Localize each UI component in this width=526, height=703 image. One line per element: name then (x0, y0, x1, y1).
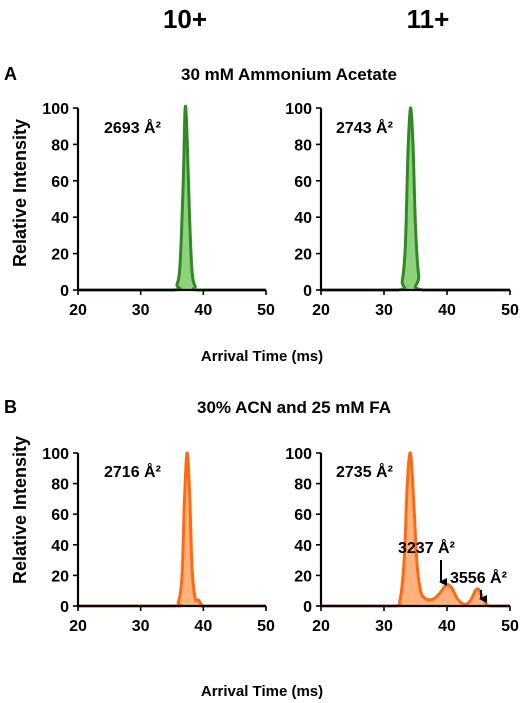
y-axis-label-b: Relative Intensity (10, 436, 30, 584)
y-tick-label: 20 (51, 568, 69, 585)
x-axis-label-a: Arrival Time (ms) (201, 348, 323, 365)
ccs-annotation: 3237 Å² (398, 538, 455, 557)
y-tick-label: 100 (285, 446, 312, 463)
y-axis-label-a: Relative Intensity (10, 119, 30, 267)
x-tick-label: 20 (69, 618, 87, 635)
x-tick-label: 30 (375, 618, 393, 635)
ccs-annotation: 2693 Å² (104, 118, 161, 137)
x-tick-label: 40 (194, 618, 212, 635)
y-tick-label: 0 (303, 283, 312, 300)
series-line (321, 451, 510, 608)
ccs-annotation: 2735 Å² (336, 462, 393, 481)
series-line (78, 451, 266, 608)
y-tick-label: 100 (42, 446, 69, 463)
panel-title-b: 30% ACN and 25 mM FA (197, 398, 391, 417)
y-tick-label: 60 (51, 507, 69, 524)
x-tick-label: 40 (194, 302, 212, 319)
y-tick-label: 20 (294, 568, 312, 585)
panel-letter-b: B (4, 397, 17, 417)
y-tick-label: 80 (51, 137, 69, 154)
x-tick-label: 20 (312, 618, 330, 635)
x-tick-label: 40 (438, 302, 456, 319)
x-tick-label: 50 (501, 302, 519, 319)
y-tick-label: 80 (51, 477, 69, 494)
y-tick-label: 40 (51, 538, 69, 555)
y-tick-label: 0 (60, 283, 69, 300)
y-tick-label: 0 (303, 599, 312, 616)
panel-title-a: 30 mM Ammonium Acetate (181, 65, 397, 84)
x-tick-label: 40 (438, 618, 456, 635)
ccs-annotation: 2716 Å² (104, 462, 161, 481)
series-area (321, 452, 510, 606)
x-tick-label: 20 (312, 302, 330, 319)
y-tick-label: 40 (51, 210, 69, 227)
panel-letter-a: A (4, 64, 17, 84)
x-tick-label: 30 (132, 618, 150, 635)
x-tick-label: 50 (257, 302, 275, 319)
y-tick-label: 100 (285, 101, 312, 118)
y-tick-label: 80 (294, 137, 312, 154)
ccs-annotation: 3556 Å² (450, 568, 507, 587)
x-tick-label: 30 (375, 302, 393, 319)
y-tick-label: 40 (294, 210, 312, 227)
y-tick-label: 60 (294, 174, 312, 191)
y-tick-label: 20 (51, 247, 69, 264)
y-tick-label: 100 (42, 101, 69, 118)
charge-label-10: 10+ (163, 4, 207, 34)
x-tick-label: 50 (501, 618, 519, 635)
x-tick-label: 50 (257, 618, 275, 635)
y-tick-label: 40 (294, 538, 312, 555)
y-tick-label: 60 (294, 507, 312, 524)
y-tick-label: 80 (294, 477, 312, 494)
y-tick-label: 0 (60, 599, 69, 616)
y-tick-label: 60 (51, 174, 69, 191)
x-tick-label: 30 (132, 302, 150, 319)
charge-label-11: 11+ (407, 4, 450, 34)
ccs-annotation: 2743 Å² (336, 118, 393, 137)
series-line (321, 106, 510, 292)
y-tick-label: 20 (294, 247, 312, 264)
x-axis-label-b: Arrival Time (ms) (201, 683, 323, 700)
series-line (78, 104, 266, 292)
x-tick-label: 20 (69, 302, 87, 319)
